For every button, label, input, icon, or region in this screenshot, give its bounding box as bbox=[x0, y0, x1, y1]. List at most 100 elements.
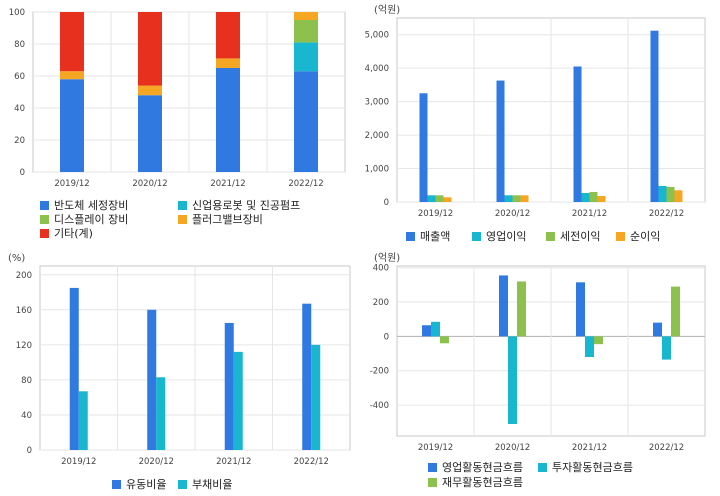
legend-swatch-icon bbox=[616, 232, 625, 241]
legend-label: 유동비율 bbox=[126, 478, 167, 491]
bar bbox=[147, 309, 157, 450]
y-tick-label: 5,000 bbox=[365, 31, 389, 41]
x-tick-label: 2019/12 bbox=[418, 209, 453, 219]
bar-segment bbox=[294, 12, 318, 20]
x-tick-label: 2020/12 bbox=[495, 443, 530, 453]
y-tick-label: 1,000 bbox=[365, 165, 389, 175]
bar bbox=[419, 93, 428, 202]
y-tick-label: 4,000 bbox=[365, 64, 389, 74]
legend-swatch-icon bbox=[428, 478, 437, 487]
bar bbox=[504, 195, 513, 202]
bar bbox=[573, 66, 582, 202]
x-tick-label: 2021/12 bbox=[210, 179, 245, 189]
legend-label: 투자활동현금흐름 bbox=[552, 461, 633, 474]
bar-segment bbox=[60, 12, 84, 72]
y-tick-label: 40 bbox=[14, 104, 25, 114]
bar bbox=[224, 322, 234, 450]
bar bbox=[427, 195, 436, 202]
legend-swatch-icon bbox=[40, 229, 49, 238]
y-tick-label: 40 bbox=[21, 411, 32, 421]
legend-item-robot-vacuum-pump: 신업용로봇 및 진공펌프 bbox=[178, 198, 300, 213]
bar bbox=[440, 336, 449, 344]
legend-item-current-ratio: 유동비율 bbox=[112, 477, 166, 492]
product-mix-chart-panel: 0 20 40 60 80 100 2019/12 2020/12 2021/12 2022/12… bbox=[0, 0, 360, 250]
y-tick-label: 0 bbox=[384, 198, 389, 208]
bar bbox=[431, 321, 440, 337]
legend-item-investing-cashflow: 투자활동현금흐름 bbox=[538, 460, 633, 475]
x-tick-label: 2020/12 bbox=[139, 457, 174, 467]
legend-item-debt-ratio: 부채비율 bbox=[178, 477, 232, 492]
bar-segment bbox=[216, 68, 240, 172]
legend-item-display-equipment: 디스플레이 장비 bbox=[40, 212, 128, 227]
legend-swatch-icon bbox=[178, 480, 187, 489]
bar-segment bbox=[294, 71, 318, 172]
legend-swatch-icon bbox=[40, 215, 49, 224]
legend-label: 디스플레이 장비 bbox=[54, 213, 129, 226]
bar-segment bbox=[60, 79, 84, 172]
bar bbox=[499, 275, 508, 337]
bar bbox=[233, 351, 243, 450]
x-tick-label: 2019/12 bbox=[418, 443, 453, 453]
bar bbox=[585, 336, 594, 358]
legend-label: 재무활동현금흐름 bbox=[442, 476, 523, 489]
y-tick-label: -200 bbox=[370, 367, 389, 377]
x-tick-label: 2021/12 bbox=[216, 457, 251, 467]
bar bbox=[671, 286, 680, 337]
bar bbox=[496, 80, 505, 202]
legend-swatch-icon bbox=[472, 232, 481, 241]
bar-segment bbox=[216, 12, 240, 59]
product-mix-chart: 0 20 40 60 80 100 2019/12 2020/12 2021/12 2022/12 bbox=[9, 8, 346, 189]
legend-item-operating-income: 영업이익 bbox=[472, 229, 526, 244]
legend-label: 영업이익 bbox=[486, 230, 527, 243]
x-tick-label: 2022/12 bbox=[649, 443, 684, 453]
bar-segment bbox=[216, 58, 240, 68]
x-tick-label: 2022/12 bbox=[294, 457, 329, 467]
y-tick-label: 400 bbox=[373, 264, 389, 274]
legend-item-pretax-income: 세전이익 bbox=[546, 229, 600, 244]
unit-label: (억원) bbox=[374, 252, 400, 264]
bar bbox=[156, 377, 166, 450]
bar bbox=[658, 185, 667, 202]
ratio-chart-panel: 0 40 80 120 160 200 (%) 2019/12 2020/12 2021/12 20… bbox=[0, 248, 360, 496]
bar bbox=[311, 344, 321, 450]
bar bbox=[597, 195, 606, 202]
y-tick-label: 200 bbox=[373, 298, 389, 308]
legend-swatch-icon bbox=[546, 232, 555, 241]
bar bbox=[517, 281, 526, 337]
income-chart-panel: 0 1,000 2,000 3,000 4,000 5,000 (억원) 2019/12 202… bbox=[360, 0, 720, 250]
legend-label: 부채비율 bbox=[192, 478, 233, 491]
legend-item-net-income: 순이익 bbox=[616, 229, 660, 244]
legend-item-other: 기타(계) bbox=[40, 226, 93, 241]
x-tick-label: 2021/12 bbox=[572, 443, 607, 453]
bar bbox=[302, 303, 312, 450]
bar-segment bbox=[294, 42, 318, 72]
income-legend: 매출액 영업이익 세전이익 순이익 bbox=[360, 228, 720, 248]
x-tick-label: 2019/12 bbox=[61, 457, 96, 467]
bar bbox=[69, 287, 79, 450]
legend-swatch-icon bbox=[406, 232, 415, 241]
y-tick-label: 80 bbox=[14, 40, 25, 50]
product-mix-legend: 반도체 세정장비 신업용로봇 및 진공펌프 디스플레이 장비 플러그밸브장비 기… bbox=[0, 196, 360, 248]
bar-segment bbox=[60, 71, 84, 80]
legend-label: 신업용로봇 및 진공펌프 bbox=[192, 199, 301, 212]
legend-swatch-icon bbox=[112, 480, 121, 489]
y-tick-label: 100 bbox=[9, 8, 25, 18]
ratio-legend: 유동비율 부채비율 bbox=[0, 476, 360, 496]
bar bbox=[581, 192, 590, 202]
legend-item-financing-cashflow: 재무활동현금흐름 bbox=[428, 475, 523, 490]
bar bbox=[508, 336, 517, 424]
legend-item-plug-valve: 플러그밸브장비 bbox=[178, 212, 263, 227]
x-tick-label: 2019/12 bbox=[54, 179, 89, 189]
bar bbox=[674, 190, 683, 202]
legend-label: 영업활동현금흐름 bbox=[442, 461, 523, 474]
legend-label: 플러그밸브장비 bbox=[192, 213, 263, 226]
bar bbox=[589, 191, 598, 202]
legend-label: 순이익 bbox=[630, 230, 661, 243]
x-tick-label: 2020/12 bbox=[132, 179, 167, 189]
bar-segment bbox=[138, 95, 162, 172]
legend-swatch-icon bbox=[428, 463, 437, 472]
bar bbox=[576, 282, 585, 337]
bar-segment bbox=[294, 20, 318, 43]
bar-segment bbox=[138, 85, 162, 96]
unit-label: (억원) bbox=[374, 4, 400, 16]
